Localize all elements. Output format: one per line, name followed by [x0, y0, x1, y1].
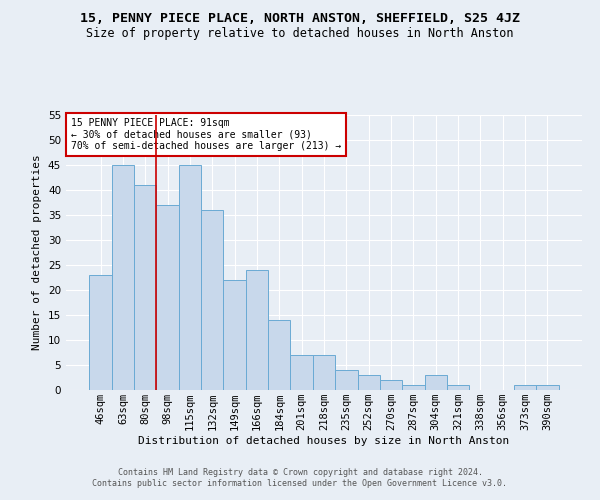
Bar [447, 385, 469, 390]
X-axis label: Distribution of detached houses by size in North Anston: Distribution of detached houses by size … [139, 436, 509, 446]
Y-axis label: Number of detached properties: Number of detached properties [32, 154, 43, 350]
Bar [179, 165, 201, 390]
Bar [268, 320, 290, 390]
Bar [246, 270, 268, 390]
Bar [89, 275, 112, 390]
Text: Size of property relative to detached houses in North Anston: Size of property relative to detached ho… [86, 28, 514, 40]
Bar [290, 355, 313, 390]
Bar [536, 385, 559, 390]
Bar [223, 280, 246, 390]
Bar [402, 385, 425, 390]
Bar [313, 355, 335, 390]
Bar [134, 185, 157, 390]
Bar [514, 385, 536, 390]
Text: Contains HM Land Registry data © Crown copyright and database right 2024.
Contai: Contains HM Land Registry data © Crown c… [92, 468, 508, 487]
Bar [358, 375, 380, 390]
Text: 15 PENNY PIECE PLACE: 91sqm
← 30% of detached houses are smaller (93)
70% of sem: 15 PENNY PIECE PLACE: 91sqm ← 30% of det… [71, 118, 341, 151]
Bar [425, 375, 447, 390]
Bar [201, 210, 223, 390]
Bar [112, 165, 134, 390]
Bar [335, 370, 358, 390]
Bar [157, 205, 179, 390]
Text: 15, PENNY PIECE PLACE, NORTH ANSTON, SHEFFIELD, S25 4JZ: 15, PENNY PIECE PLACE, NORTH ANSTON, SHE… [80, 12, 520, 26]
Bar [380, 380, 402, 390]
